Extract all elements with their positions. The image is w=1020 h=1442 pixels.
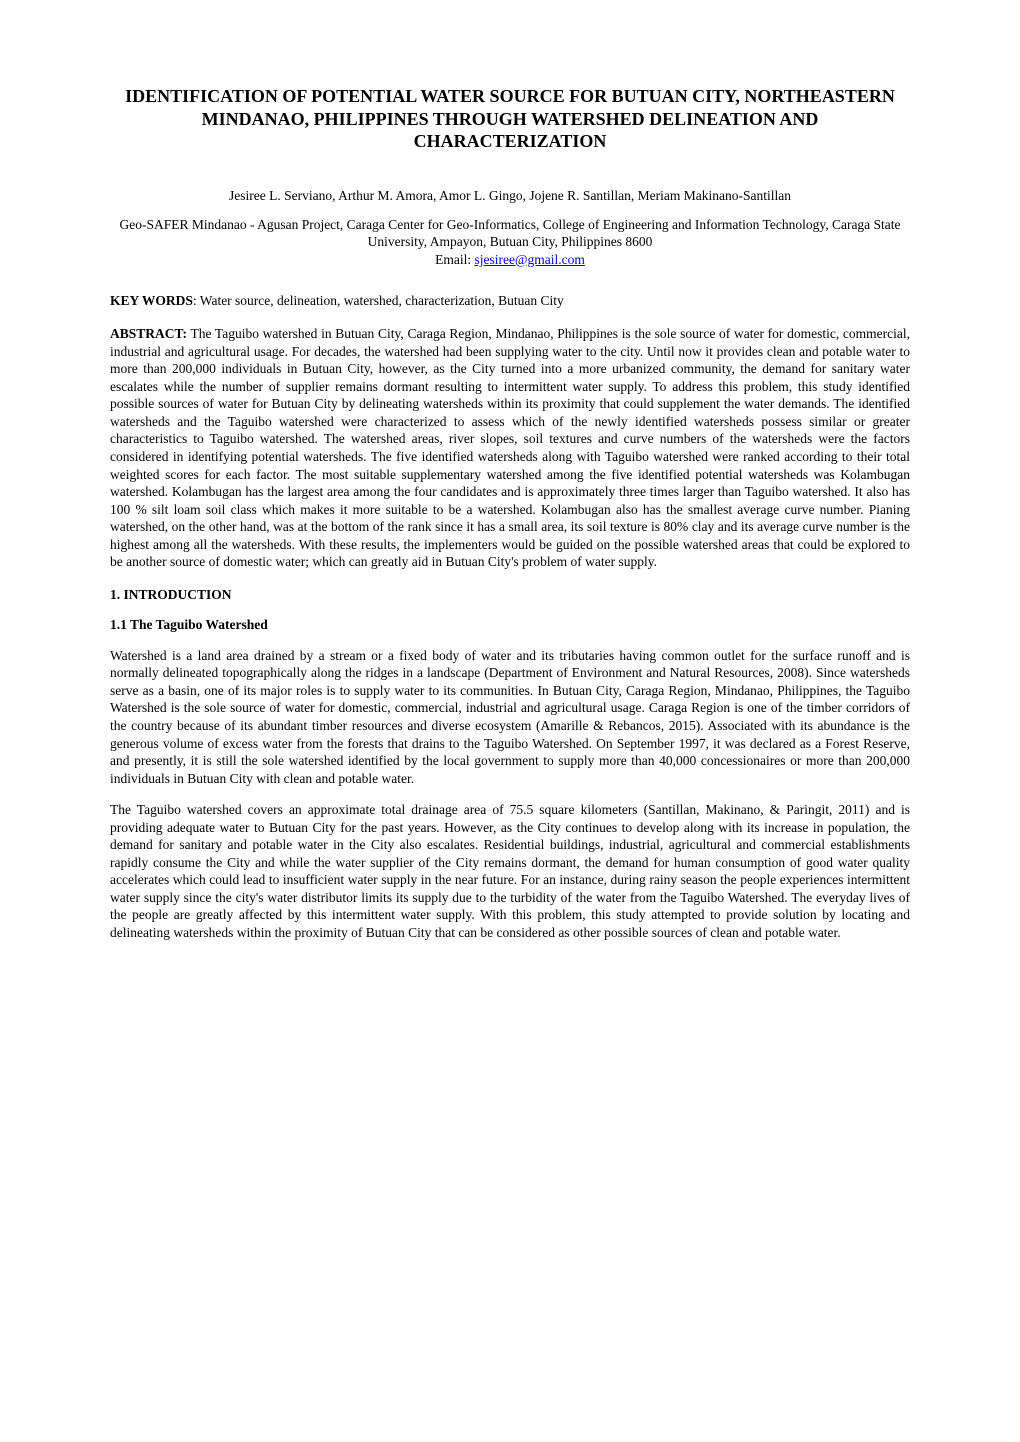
keywords-label: KEY WORDS	[110, 293, 193, 308]
email-link[interactable]: sjesiree@gmail.com	[475, 252, 585, 267]
abstract-text: The Taguibo watershed in Butuan City, Ca…	[110, 326, 910, 569]
author-list: Jesiree L. Serviano, Arthur M. Amora, Am…	[110, 188, 910, 204]
abstract-block: ABSTRACT: The Taguibo watershed in Butua…	[110, 325, 910, 571]
affiliation-text: Geo-SAFER Mindanao - Agusan Project, Car…	[119, 217, 900, 250]
subsection-heading-taguibo: 1.1 The Taguibo Watershed	[110, 617, 910, 633]
keywords-line: KEY WORDS: Water source, delineation, wa…	[110, 293, 910, 309]
paper-title: IDENTIFICATION OF POTENTIAL WATER SOURCE…	[110, 85, 910, 153]
section-heading-introduction: 1. INTRODUCTION	[110, 587, 910, 603]
email-prefix: Email:	[435, 252, 474, 267]
body-paragraph-1: Watershed is a land area drained by a st…	[110, 647, 910, 787]
keywords-text: : Water source, delineation, watershed, …	[193, 293, 564, 308]
affiliation-block: Geo-SAFER Mindanao - Agusan Project, Car…	[110, 216, 910, 269]
abstract-label: ABSTRACT:	[110, 326, 187, 341]
body-paragraph-2: The Taguibo watershed covers an approxim…	[110, 801, 910, 941]
